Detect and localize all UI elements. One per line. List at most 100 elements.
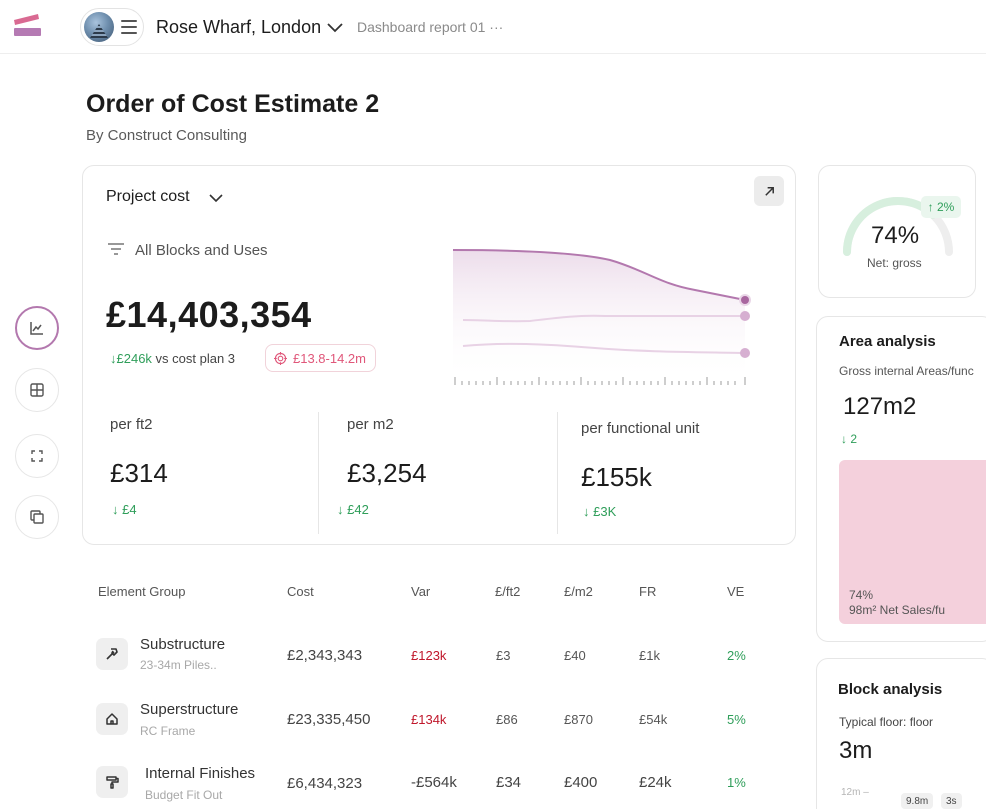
delta-text: vs cost plan 3 (155, 351, 236, 366)
total-cost: £14,403,354 (106, 294, 312, 335)
cell-cost: £23,335,450 (287, 711, 371, 728)
house-icon (96, 703, 128, 735)
net-area-percent: 74% (849, 588, 874, 602)
net-gross-gauge (843, 197, 953, 256)
cost-trend-chart (452, 249, 751, 385)
chevron-down-icon[interactable] (208, 192, 224, 204)
metric-per-functional-unit: per functional unit £155k ↓ £3K (581, 412, 781, 534)
gauge-value: 74% (871, 222, 920, 249)
metric-per-m2: per m2 £3,254 ↓ £42 (337, 412, 547, 534)
cell-per-ft2: £34 (496, 774, 522, 791)
page-title: Order of Cost Estimate 2 (86, 90, 380, 118)
project-name[interactable]: Rose Wharf, London (156, 17, 322, 37)
target-icon (274, 351, 287, 365)
column-header-per-m2[interactable]: £/m2 (564, 584, 593, 599)
metric-label: per ft2 (110, 416, 153, 433)
delta-value: ↓£246k (110, 351, 152, 366)
gauge-fill (843, 197, 937, 256)
metric-delta: ↓ £42 (337, 502, 369, 517)
rail-copy-button[interactable] (15, 495, 59, 539)
net-gross-gauge-card[interactable]: ↑ 2% 74% Net: gross (818, 165, 976, 298)
metric-per-ft2: per ft2 £314 ↓ £4 (110, 412, 310, 534)
row-subtitle: Budget Fit Out (145, 788, 223, 802)
cell-per-ft2: £86 (496, 712, 518, 727)
area-analysis-subtitle: Gross internal Areas/func (839, 364, 974, 378)
column-header-element-group[interactable]: Element Group (98, 584, 186, 599)
metric-divider (557, 412, 558, 534)
paint-roller-icon (96, 766, 128, 798)
chart-icon (30, 322, 43, 335)
cell-per-m2: £40 (564, 648, 586, 663)
cell-fr: £1k (639, 648, 660, 663)
metric-delta: ↓ £3K (583, 504, 617, 519)
metric-delta: ↓ £4 (112, 502, 137, 517)
column-header-var[interactable]: Var (411, 584, 431, 599)
cost-line (452, 249, 746, 301)
block-analysis-title: Block analysis (838, 681, 943, 698)
cost-delta: ↓£246k vs cost plan 3 (110, 351, 235, 366)
cell-ve: 5% (727, 712, 746, 727)
net-area-label: 98m² Net Sales/fu (849, 603, 946, 617)
metric-label: per functional unit (581, 420, 700, 437)
chevron-down-icon[interactable] (326, 20, 344, 34)
filter-icon[interactable] (107, 242, 125, 256)
hammer-icon (96, 638, 128, 670)
top-bar: Rose Wharf, London Dashboard report 01 ·… (0, 0, 986, 54)
cell-per-m2: £870 (564, 712, 593, 727)
row-name: Internal Finishes (145, 765, 256, 782)
metric-divider (318, 412, 319, 534)
row-subtitle: 23-34m Piles.. (140, 658, 217, 672)
rail-grid-button[interactable] (15, 368, 59, 412)
range-text: £13.8-14.2m (293, 350, 366, 366)
arrow-up-right-icon (764, 186, 774, 196)
metric-value: £155k (581, 462, 652, 492)
block-chip[interactable]: 3s (941, 793, 962, 809)
cell-ve: 2% (727, 648, 746, 663)
cost-range-badge[interactable]: £13.8-14.2m (265, 344, 376, 372)
column-header-fr[interactable]: FR (639, 584, 657, 599)
block-axis-label: 12m – (841, 787, 869, 798)
row-name: Substructure (140, 636, 226, 653)
cell-var: £134k (411, 712, 447, 727)
column-header-per-ft2[interactable]: £/ft2 (495, 584, 521, 599)
metric-value: £314 (110, 458, 168, 488)
gauge-label: Net: gross (867, 256, 922, 270)
rail-chart-button[interactable] (15, 306, 59, 350)
high-line (462, 342, 746, 354)
block-analysis-card[interactable]: Block analysis Typical floor: floor 3m 1… (816, 658, 986, 809)
row-subtitle: RC Frame (140, 724, 196, 738)
cell-var: -£564k (411, 774, 457, 791)
app-logo[interactable] (14, 14, 42, 38)
filter-label[interactable]: All Blocks and Uses (135, 242, 268, 259)
metric-value: £3,254 (347, 458, 427, 488)
cell-var: £123k (411, 648, 447, 663)
expand-button[interactable] (754, 176, 784, 206)
area-analysis-title: Area analysis (839, 333, 936, 350)
net-area-block[interactable]: 74% 98m² Net Sales/fu (839, 460, 986, 624)
gauge-change-badge: ↑ 2% (921, 196, 961, 218)
metric-label: per m2 (347, 416, 394, 433)
cell-cost: £6,434,323 (287, 775, 363, 792)
card-title[interactable]: Project cost (106, 188, 190, 205)
block-chip[interactable]: 9.8m (901, 793, 934, 809)
rail-fullscreen-button[interactable] (15, 434, 59, 478)
column-header-cost[interactable]: Cost (287, 584, 314, 599)
fullscreen-icon (31, 450, 43, 462)
project-cost-card: Project cost All Blocks and Uses £14,403… (82, 165, 796, 545)
low-line (462, 314, 745, 323)
cell-per-ft2: £3 (496, 648, 511, 663)
cell-cost: £2,343,343 (287, 647, 363, 664)
cell-per-m2: £400 (564, 774, 598, 791)
row-name: Superstructure (140, 701, 239, 718)
area-value: 127m2 (843, 393, 917, 420)
project-switcher[interactable] (80, 8, 144, 46)
area-analysis-card[interactable]: Area analysis Gross internal Areas/func … (816, 316, 986, 642)
column-header-ve[interactable]: VE (727, 584, 745, 599)
breadcrumb[interactable]: Dashboard report 01 ··· (357, 19, 504, 35)
cell-ve: 1% (727, 775, 746, 790)
menu-icon[interactable] (121, 20, 137, 34)
grid-icon (30, 383, 44, 397)
copy-icon (30, 510, 44, 524)
cell-fr: £54k (639, 712, 668, 727)
block-value: 3m (839, 737, 873, 764)
